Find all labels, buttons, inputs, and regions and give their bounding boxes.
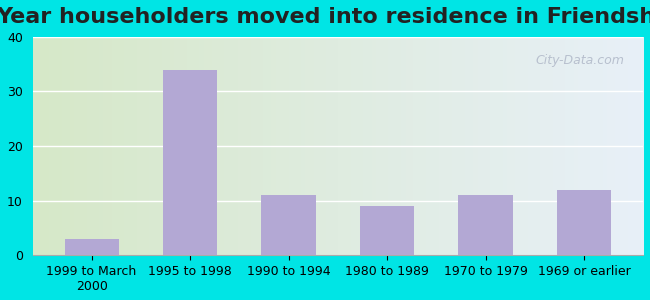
Title: Year householders moved into residence in Friendship: Year householders moved into residence i… <box>0 7 650 27</box>
Bar <box>261 195 316 255</box>
Bar <box>64 239 119 255</box>
Bar <box>557 190 611 255</box>
Bar <box>360 206 414 255</box>
Text: City-Data.com: City-Data.com <box>536 54 625 67</box>
Bar <box>163 70 217 255</box>
Bar <box>458 195 513 255</box>
